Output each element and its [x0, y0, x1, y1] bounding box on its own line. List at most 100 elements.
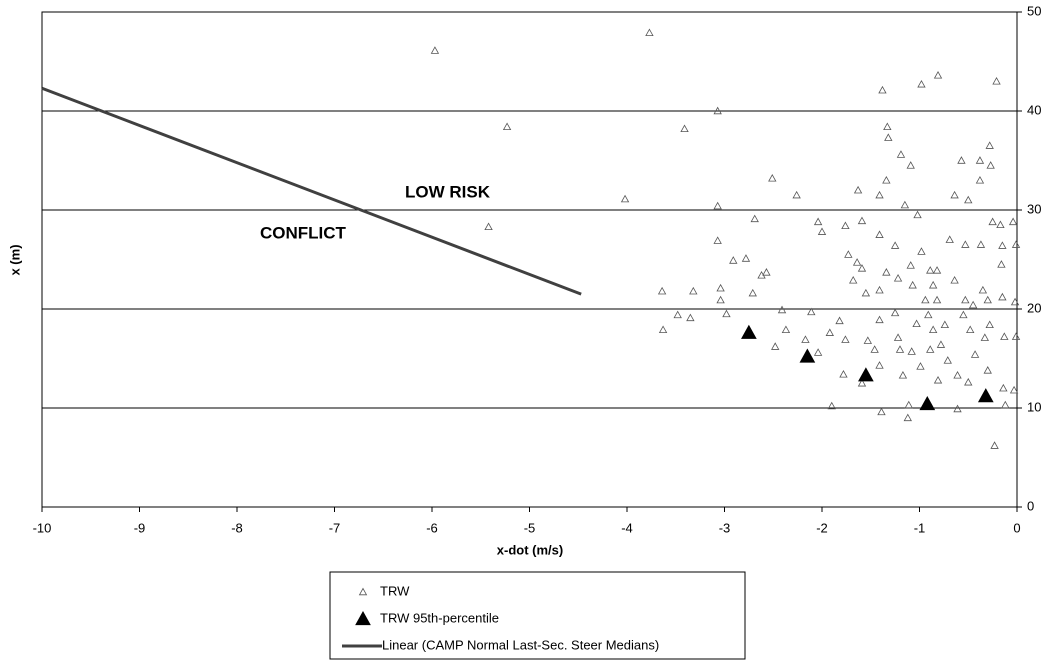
- point: [716, 283, 725, 292]
- x-tick-label: -1: [914, 520, 926, 535]
- x-tick-label: -8: [231, 520, 243, 535]
- point: [813, 217, 823, 226]
- point: [716, 295, 725, 304]
- point: [807, 307, 816, 316]
- point: [875, 315, 884, 324]
- point: [998, 292, 1007, 301]
- y-tick-label: 30: [1027, 201, 1041, 216]
- point: [890, 241, 900, 249]
- point: [950, 190, 959, 199]
- point: [906, 261, 915, 269]
- x-tick-label: -6: [426, 520, 438, 535]
- point: [882, 268, 891, 276]
- point: [999, 383, 1008, 392]
- point: [953, 371, 962, 379]
- point: [926, 266, 935, 274]
- point: [817, 227, 827, 235]
- point: [748, 288, 757, 297]
- point: [961, 240, 970, 248]
- point: [858, 367, 874, 382]
- point: [502, 122, 512, 131]
- point: [970, 350, 980, 358]
- point: [906, 161, 915, 169]
- point: [853, 185, 863, 194]
- point: [680, 124, 689, 133]
- trend-line: [41, 86, 582, 296]
- point: [1011, 332, 1021, 340]
- point: [857, 378, 867, 387]
- point: [762, 268, 771, 276]
- x-tick-label: 0: [1013, 520, 1020, 535]
- point: [985, 320, 994, 329]
- point: [893, 273, 903, 282]
- point: [933, 375, 943, 384]
- point: [857, 216, 867, 225]
- point: [985, 141, 994, 149]
- point: [917, 247, 926, 255]
- point: [997, 260, 1006, 268]
- y-tick-label: 40: [1027, 102, 1041, 117]
- x-tick-label: -4: [621, 520, 633, 535]
- point: [908, 280, 917, 289]
- point: [919, 396, 936, 411]
- point: [741, 324, 757, 339]
- point: [900, 200, 910, 209]
- point: [781, 325, 791, 333]
- legend-swatch: [355, 610, 371, 626]
- x-tick-label: -5: [524, 520, 536, 535]
- point: [943, 356, 952, 364]
- point: [988, 217, 997, 226]
- point: [657, 286, 667, 295]
- point: [916, 362, 925, 370]
- point: [1010, 297, 1020, 306]
- point: [964, 377, 973, 386]
- point: [884, 133, 893, 141]
- point: [975, 175, 985, 184]
- point: [940, 320, 950, 329]
- point: [932, 295, 942, 304]
- point: [875, 285, 884, 294]
- point: [896, 150, 906, 158]
- y-tick-label: 50: [1027, 3, 1041, 18]
- point: [713, 201, 722, 210]
- point: [975, 156, 985, 164]
- point: [895, 345, 905, 353]
- x-tick-label: -7: [329, 520, 341, 535]
- point: [1011, 240, 1021, 248]
- point: [913, 210, 922, 219]
- point: [673, 310, 682, 319]
- point: [945, 235, 954, 243]
- point: [484, 222, 493, 231]
- point: [722, 309, 731, 318]
- point: [750, 214, 759, 223]
- point: [841, 335, 850, 343]
- y-axis-label: x (m): [7, 244, 22, 275]
- point: [1009, 385, 1019, 394]
- point: [890, 308, 900, 317]
- point: [768, 173, 777, 182]
- point: [799, 348, 816, 363]
- point: [1001, 400, 1010, 409]
- point: [713, 106, 722, 115]
- point: [996, 220, 1005, 229]
- point: [921, 295, 930, 304]
- point: [729, 256, 738, 264]
- point: [827, 401, 836, 410]
- point: [861, 288, 871, 297]
- point: [852, 258, 862, 266]
- point: [777, 305, 787, 314]
- point: [932, 266, 942, 274]
- point: [903, 413, 912, 422]
- point: [990, 441, 999, 449]
- point: [961, 295, 970, 304]
- point: [950, 275, 959, 284]
- point: [801, 335, 810, 343]
- x-tick-label: -3: [719, 520, 731, 535]
- point: [926, 345, 935, 353]
- point: [863, 336, 873, 344]
- point: [857, 264, 867, 272]
- point: [792, 190, 801, 199]
- point: [883, 122, 892, 131]
- point: [986, 161, 995, 169]
